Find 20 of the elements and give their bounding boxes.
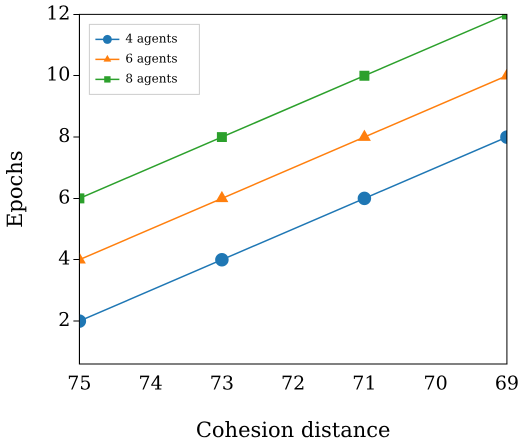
legend-label: 6 agents: [125, 52, 178, 66]
x-tick-label: 69: [494, 372, 520, 394]
legend-label: 8 agents: [125, 72, 178, 86]
y-tick-label: 8: [58, 125, 70, 148]
x-tick-label: 72: [281, 372, 306, 394]
y-tick-label: 2: [58, 309, 70, 332]
y-tick-label: 4: [58, 248, 70, 270]
y-tick-label: 6: [58, 186, 70, 208]
x-tick-label: 73: [210, 372, 234, 394]
point: [216, 132, 227, 142]
x-tick-label: 70: [424, 372, 448, 394]
y-axis-title: Epochs: [3, 150, 28, 228]
legend-label: 4 agents: [125, 32, 178, 46]
x-axis-title: Cohesion distance: [196, 418, 390, 442]
point: [359, 70, 370, 81]
x-tick-label: 71: [352, 372, 376, 394]
x-tick-label: 74: [138, 372, 163, 394]
y-tick-label: 12: [46, 2, 70, 24]
y-tick-label: 10: [46, 64, 70, 86]
x-tick-label: 75: [67, 372, 92, 394]
